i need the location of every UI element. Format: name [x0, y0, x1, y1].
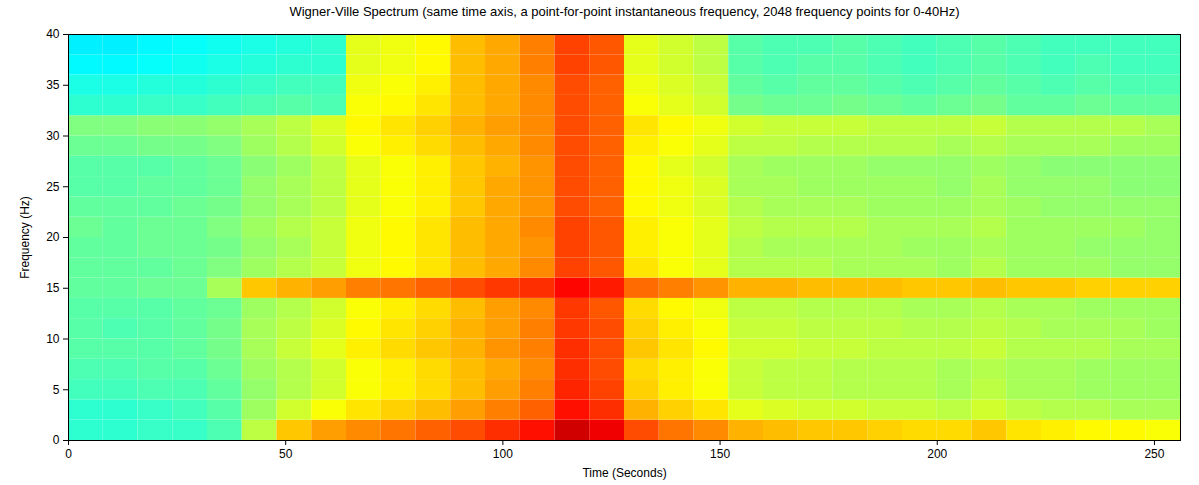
svg-text:35: 35 — [46, 78, 60, 92]
svg-text:0: 0 — [53, 433, 60, 447]
svg-text:Time (Seconds): Time (Seconds) — [582, 466, 666, 480]
html-text:Wigner-Ville Spectrum (same ti: Wigner-Ville Spectrum (same time axis, a… — [289, 4, 960, 19]
svg-text:10: 10 — [46, 332, 60, 346]
svg-text:15: 15 — [46, 281, 60, 295]
svg-text:Frequency (Hz): Frequency (Hz) — [18, 196, 32, 279]
svg-text:20: 20 — [46, 230, 60, 244]
svg-text:100: 100 — [493, 447, 513, 461]
svg-text:150: 150 — [710, 447, 730, 461]
svg-text:200: 200 — [927, 447, 947, 461]
svg-text:25: 25 — [46, 180, 60, 194]
svg-text:5: 5 — [53, 383, 60, 397]
svg-text:0: 0 — [65, 447, 72, 461]
svg-text:50: 50 — [279, 447, 293, 461]
svg-text:250: 250 — [1144, 447, 1164, 461]
svg-text:30: 30 — [46, 129, 60, 143]
svg-text:40: 40 — [46, 27, 60, 41]
